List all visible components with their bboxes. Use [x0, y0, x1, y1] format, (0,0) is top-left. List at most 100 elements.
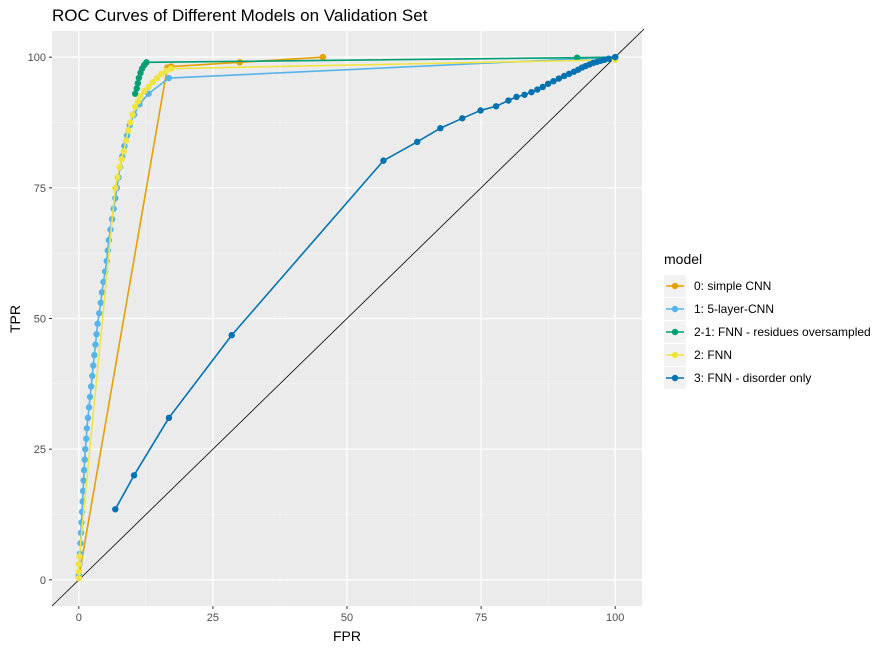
data-point	[319, 53, 327, 61]
data-point	[492, 103, 500, 110]
reference-line	[51, 28, 645, 607]
data-point	[83, 435, 90, 442]
legend-key-point	[671, 305, 679, 313]
data-point	[93, 330, 100, 338]
chart-title: ROC Curves of Different Models on Valida…	[52, 6, 428, 25]
x-tick-label: 50	[341, 612, 353, 624]
data-point	[528, 88, 535, 96]
data-point	[114, 174, 121, 181]
data-point	[477, 107, 484, 114]
legend-item: 2: FNN	[664, 344, 732, 366]
x-tick-label: 0	[76, 612, 82, 624]
data-point	[236, 59, 243, 66]
data-point	[143, 59, 150, 66]
data-point	[165, 414, 173, 422]
data-point	[78, 519, 85, 526]
data-point	[87, 383, 95, 390]
grid-lines	[52, 31, 642, 606]
x-tick-label: 75	[475, 612, 487, 624]
data-point	[137, 93, 144, 100]
data-point	[539, 83, 546, 91]
data-point	[149, 79, 157, 86]
legend-item: 0: simple CNN	[664, 275, 771, 297]
data-point	[112, 184, 119, 192]
data-point	[91, 351, 98, 359]
data-point	[112, 506, 119, 513]
data-point	[85, 404, 93, 411]
data-point	[94, 320, 101, 327]
y-tick-label: 100	[28, 52, 46, 64]
data-point	[565, 70, 573, 78]
data-point	[97, 299, 105, 307]
legend-label: 0: simple CNN	[694, 279, 771, 293]
legend: model 0: simple CNN 1: 5-layer-CNN 2-1: FN…	[664, 251, 871, 389]
data-point	[116, 163, 123, 171]
data-point	[145, 83, 152, 91]
data-point	[573, 54, 581, 61]
data-point	[80, 477, 87, 484]
data-point	[414, 138, 421, 146]
legend-title: model	[664, 251, 702, 267]
data-point	[611, 53, 619, 61]
data-point	[167, 65, 175, 72]
data-point	[228, 332, 235, 339]
legend-label: 3: FNN - disorder only	[694, 371, 811, 385]
legend-item: 3: FNN - disorder only	[664, 367, 811, 389]
data-point	[118, 155, 125, 163]
data-point	[76, 553, 83, 560]
legend-item: 1: 5-layer-CNN	[664, 298, 774, 320]
series-layer	[75, 53, 619, 582]
data-point	[92, 341, 99, 348]
data-point	[165, 74, 173, 82]
data-point	[129, 111, 136, 118]
data-point	[79, 487, 87, 495]
data-point	[120, 148, 128, 155]
y-tick-label: 0	[40, 575, 46, 587]
data-point	[86, 393, 94, 401]
data-point	[131, 103, 139, 110]
data-point	[130, 472, 138, 479]
data-point	[83, 425, 91, 432]
data-point	[96, 310, 103, 317]
series-3	[75, 56, 619, 582]
y-axis-title: TPR	[7, 305, 23, 333]
legend-key-point	[671, 351, 679, 359]
data-point	[158, 70, 165, 78]
y-tick-label: 75	[34, 183, 46, 195]
data-point	[90, 362, 97, 369]
data-point	[131, 90, 139, 97]
data-point	[437, 125, 444, 132]
data-point	[124, 127, 132, 134]
data-point	[75, 575, 83, 582]
data-point	[163, 67, 170, 74]
x-tick-label: 100	[606, 612, 624, 624]
data-point	[561, 72, 568, 80]
legend-label: 2-1: FNN - residues oversampled	[694, 325, 871, 339]
data-point	[134, 80, 142, 87]
legend-key-point	[671, 374, 679, 382]
data-point	[534, 86, 541, 93]
data-point	[82, 445, 89, 453]
x-tick-label: 25	[207, 612, 219, 624]
y-tick-label: 25	[34, 444, 46, 456]
data-point	[127, 119, 134, 126]
data-point	[135, 74, 143, 82]
data-point	[75, 560, 83, 568]
data-point	[459, 115, 466, 122]
legend-key-point	[671, 282, 679, 290]
legend-key-point	[671, 328, 679, 336]
x-axis-title: FPR	[333, 628, 361, 644]
y-tick-label: 50	[34, 314, 46, 326]
data-point	[521, 91, 528, 98]
data-point	[505, 97, 512, 104]
data-point	[550, 77, 557, 85]
data-point	[380, 157, 387, 164]
data-point	[153, 74, 161, 82]
data-point	[134, 98, 142, 105]
data-point	[513, 93, 520, 101]
data-point	[133, 85, 140, 92]
data-point	[89, 372, 96, 380]
data-point	[75, 568, 83, 576]
data-point	[555, 75, 563, 82]
